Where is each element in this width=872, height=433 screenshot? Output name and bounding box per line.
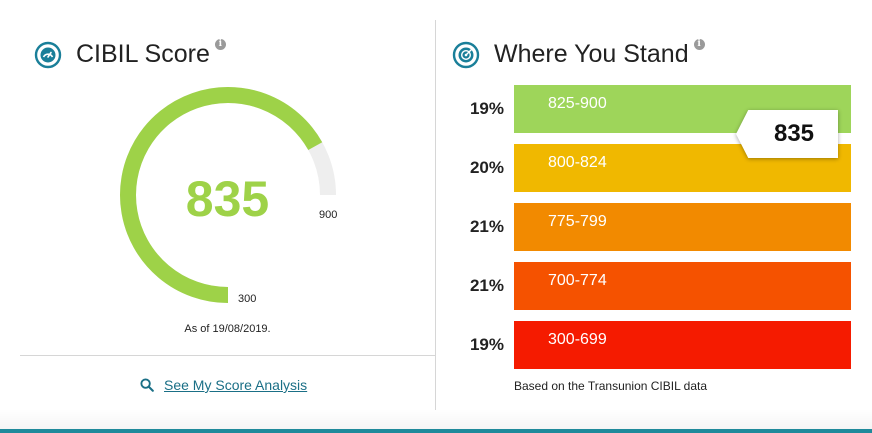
range-bar: 700-774 [514,262,851,310]
range-percent: 19% [469,99,504,118]
score-analysis-link[interactable]: See My Score Analysis [140,377,307,393]
info-icon[interactable]: i [693,39,705,50]
divider-horizontal [20,355,435,356]
range-percent: 20% [469,158,504,177]
range-row: 19% 300-699 [460,321,852,369]
range-label: 700-774 [548,272,607,289]
data-source-note: Based on the Transunion CIBIL data [514,379,708,393]
range-label: 825-900 [548,95,607,112]
range-label: 300-699 [548,331,607,348]
footer-accent-bar [0,429,872,433]
where-you-stand-title-text: Where You Stand [494,40,689,68]
marker-score: 835 [773,120,815,147]
range-label: 800-824 [548,154,607,171]
cibil-score-title: CIBIL Score i [34,39,226,69]
divider-vertical [435,20,436,410]
range-label: 775-799 [548,213,607,230]
range-bar: 775-799 [514,203,851,251]
score-analysis-link-text[interactable]: See My Score Analysis [164,377,308,393]
score-position-marker: 835 [736,110,838,158]
range-bar: 300-699 [514,321,851,369]
gauge-min-label: 300 [238,293,257,305]
gauge-fill [120,87,323,303]
range-row: 21% 775-799 [460,203,852,251]
range-percent: 21% [469,276,504,295]
footer-shadow [0,409,872,429]
speedometer-icon [34,41,62,68]
range-row: 21% 700-774 [460,262,852,310]
target-icon [452,41,480,68]
where-you-stand-title: Where You Stand i [452,39,705,69]
range-percent: 19% [469,335,504,354]
info-icon[interactable]: i [214,39,226,50]
as-of-date: As of 19/08/2019. [184,323,271,335]
score-value: 835 [185,171,270,227]
range-percent: 21% [469,217,504,236]
cibil-score-title-text: CIBIL Score [76,40,210,68]
search-icon [140,378,154,392]
gauge-max-label: 900 [319,209,338,221]
